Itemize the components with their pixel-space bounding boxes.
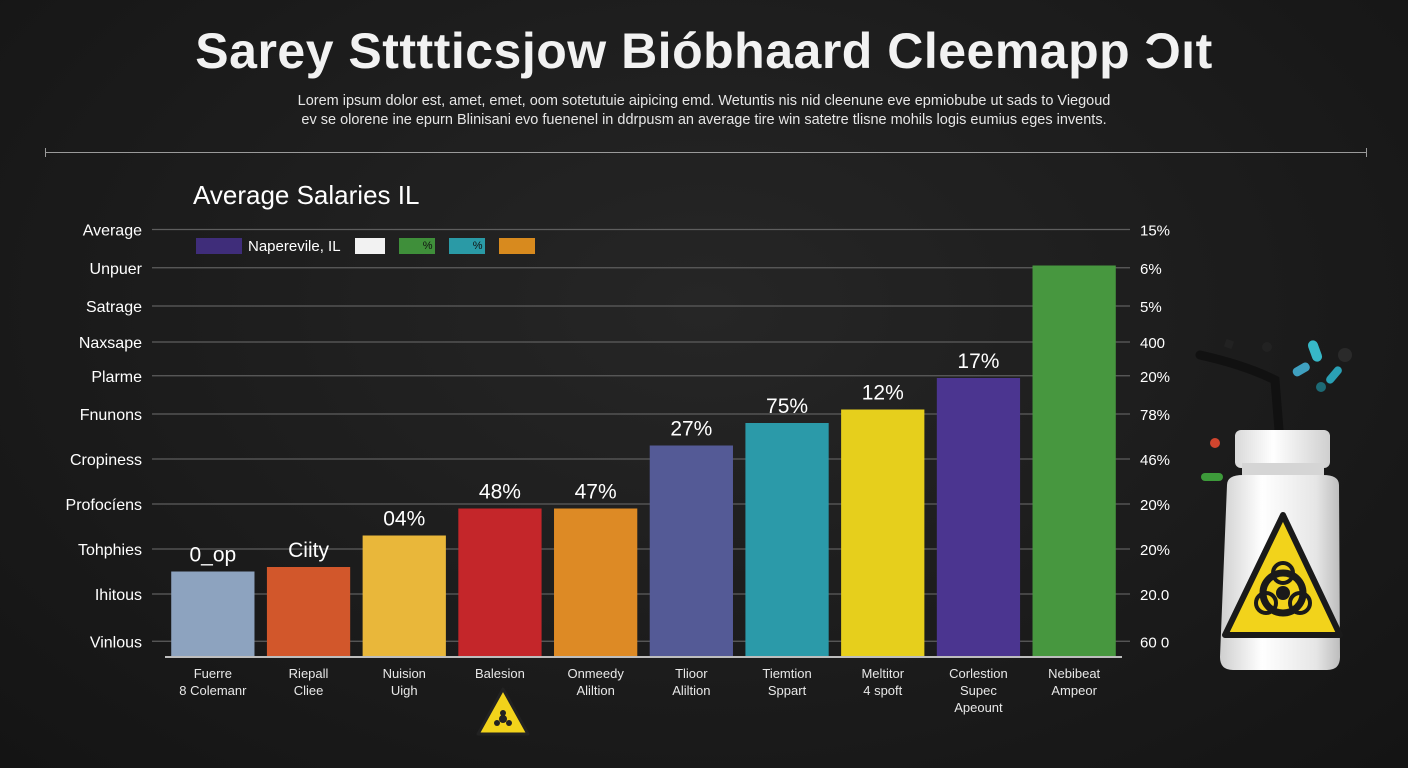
header-divider	[45, 148, 1367, 157]
legend-item-green: %	[398, 238, 435, 254]
x-tick-label: 8 Colemanr	[179, 683, 247, 698]
x-tick-label: Tlioor	[675, 666, 708, 681]
bar-value-label: 47%	[575, 481, 617, 504]
y-tick-label-right: 78%	[1140, 407, 1170, 424]
bar	[745, 423, 829, 657]
x-tick-label: Supec	[960, 683, 997, 698]
legend-teal-label: %	[448, 238, 485, 254]
legend-swatch-purple	[196, 238, 242, 254]
subtitle-line-1: Lorem ipsum dolor est, amet, emet, oom s…	[297, 93, 1111, 109]
bar-value-label: 75%	[766, 395, 808, 418]
x-tick-label: Sppart	[768, 683, 807, 698]
bar-value-label: 27%	[670, 418, 712, 441]
x-tick-label: Riepall	[289, 666, 329, 681]
x-tick-label: Nebibeat	[1048, 666, 1100, 681]
y-tick-label-right: 15%	[1140, 223, 1170, 240]
legend-swatch-orange	[498, 238, 535, 254]
y-tick-label-left: Ihitous	[95, 587, 142, 604]
y-tick-label-left: Tohphies	[78, 542, 142, 559]
legend-green-label: %	[398, 238, 435, 254]
bar-value-label: 04%	[383, 508, 425, 531]
bar	[362, 535, 446, 657]
x-tick-label: Onmeedy	[567, 666, 624, 681]
y-tick-label-right: 20.0	[1140, 587, 1169, 604]
y-tick-label-right: 46%	[1140, 452, 1170, 469]
y-tick-label-right: 400	[1140, 335, 1165, 352]
bar	[554, 508, 638, 657]
y-tick-label-left: Naxsape	[79, 335, 142, 352]
y-tick-label-right: 20%	[1140, 369, 1170, 386]
y-tick-label-left: Satrage	[86, 299, 142, 316]
y-tick-label-right: 5%	[1140, 299, 1162, 316]
y-tick-label-left: Average	[83, 223, 142, 240]
bar-value-label: 0_op	[189, 544, 236, 567]
y-tick-label-left: Vinlous	[90, 634, 142, 651]
legend-item-naperville: Naperevile, IL	[196, 238, 341, 255]
y-tick-label-left: Unpuer	[90, 261, 143, 278]
y-tick-label-left: Fnunons	[80, 407, 142, 424]
legend-item-teal: %	[448, 238, 485, 254]
biohazard-bottle-icon	[1195, 338, 1352, 670]
x-tick-label: Apeount	[954, 700, 1003, 715]
bar	[841, 409, 925, 657]
bar-value-label: 48%	[479, 481, 521, 504]
y-tick-label-left: Cropiness	[70, 452, 142, 469]
legend-label: Naperevile, IL	[248, 237, 341, 255]
x-tick-label: Uigh	[391, 683, 418, 698]
x-tick-label: Corlestion	[949, 666, 1008, 681]
chart-title: Average Salaries IL	[193, 180, 420, 210]
bar-value-label: 17%	[957, 350, 999, 373]
y-tick-label-left: Profocíens	[66, 497, 142, 514]
bar	[266, 567, 351, 657]
x-tick-label: Fuerre	[194, 666, 232, 681]
y-tick-label-right: 20%	[1140, 542, 1170, 559]
x-tick-label: Aliltion	[577, 683, 615, 698]
bar-value-label: 12%	[862, 382, 904, 405]
bar	[1032, 265, 1116, 657]
x-tick-label: Aliltion	[672, 683, 710, 698]
y-tick-label-right: 60 0	[1140, 634, 1169, 651]
x-tick-label: Meltitor	[861, 666, 904, 681]
bar	[458, 508, 542, 657]
x-tick-label: 4 spoft	[863, 683, 902, 698]
x-tick-label: Tiemtion	[762, 666, 811, 681]
subtitle-line-2: ev se olorene ine epurn Blinisani evo fu…	[301, 112, 1107, 128]
bar	[649, 445, 733, 657]
x-tick-label: Nuision	[383, 666, 426, 681]
main-title: Sarey Stttticsjow Bióbhaard Cleemapp Ͻıt	[195, 23, 1213, 79]
x-tick-label: Balesion	[475, 666, 525, 681]
y-tick-label-left: Plarme	[91, 369, 142, 386]
x-tick-label: Ampeor	[1051, 683, 1097, 698]
bar-value-label: Ciity	[288, 539, 329, 562]
y-tick-label-right: 20%	[1140, 497, 1170, 514]
chart-legend: Naperevile, IL % %	[196, 237, 549, 255]
bar	[936, 378, 1021, 657]
biohazard-warning-icon	[476, 687, 530, 736]
y-tick-label-right: 6%	[1140, 261, 1162, 278]
legend-swatch-white	[354, 238, 385, 254]
bar	[171, 571, 255, 657]
x-tick-label: Cliee	[294, 683, 324, 698]
